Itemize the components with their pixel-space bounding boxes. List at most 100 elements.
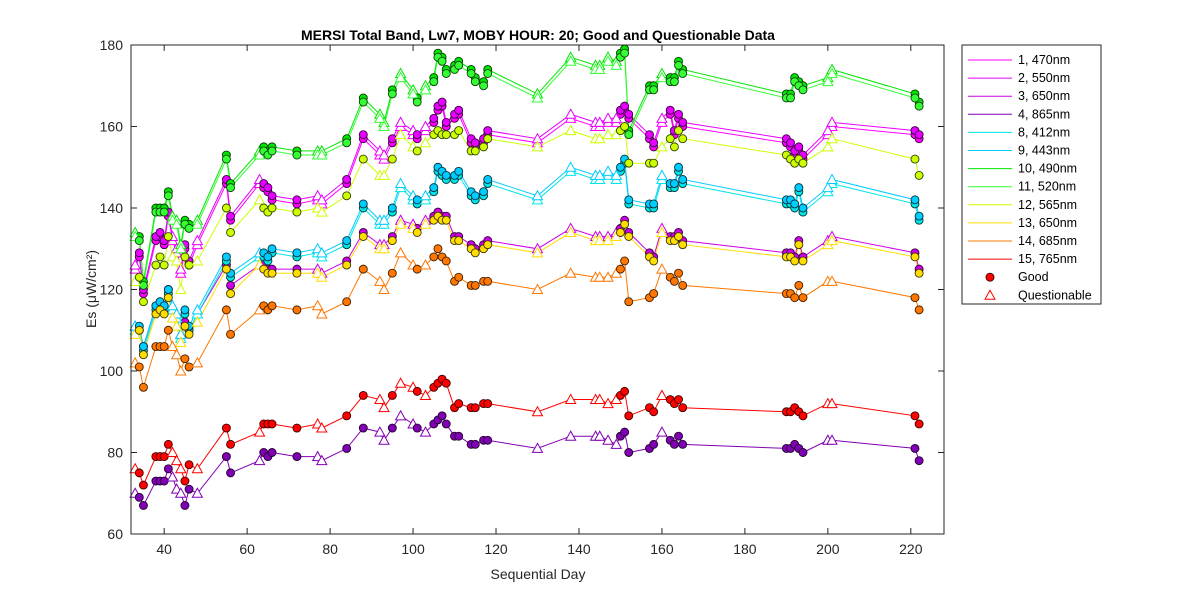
good-point [292,248,302,258]
good-point [267,268,277,278]
questionable-point [394,116,407,127]
good-point [470,248,480,258]
good-point [470,403,480,413]
legend-label-5: 9, 443nm [1018,144,1070,158]
questionable-point [419,120,432,131]
good-point [180,501,190,510]
questionable-point [656,169,668,180]
questionable-point [602,434,614,445]
questionable-point [610,59,623,70]
questionable-point [174,487,187,498]
legend-label-4: 8, 412nm [1018,125,1070,139]
good-point [138,480,148,490]
questionable-point [315,307,328,319]
questionable-point [593,132,606,144]
y-tick-label: 100 [100,363,124,379]
x-tick-label: 220 [899,541,923,557]
questionable-point [826,234,838,246]
good-point [221,423,231,433]
good-point [674,232,683,241]
questionable-point [394,377,407,388]
good-point [159,342,169,351]
questionable-point [394,218,407,229]
questionable-point [822,75,834,87]
good-point [437,56,447,66]
y-axis: 60 80 100 120 140 160 180 [100,37,944,542]
good-point [292,207,302,217]
good-point [441,130,451,140]
good-point [180,252,190,262]
questionable-point [191,316,204,327]
good-point [441,117,451,127]
series-markers-9 [129,211,924,360]
good-point [134,325,144,335]
good-point [483,276,493,286]
questionable-point [826,116,838,127]
questionable-point [170,218,183,229]
good-point [134,272,144,282]
good-point [138,501,148,510]
good-point [665,134,675,144]
good-point [151,260,161,270]
good-point [798,293,808,303]
good-point [794,280,804,290]
questionable-point [315,454,328,466]
good-point [678,403,688,413]
good-point [159,260,169,270]
x-tick-label: 60 [239,541,255,557]
questionable-point [826,173,838,184]
good-point [669,276,679,286]
legend-good-marker [985,272,995,282]
questionable-point [564,226,577,237]
questionable-point [593,169,606,180]
questionable-point [656,226,668,237]
good-point [483,175,493,184]
questionable-point [378,214,390,225]
questionable-point [564,161,577,172]
y-tick-label: 60 [107,526,123,542]
questionable-point [826,397,838,409]
marker-layer [129,44,924,510]
questionable-point [531,189,544,201]
good-point [387,268,397,278]
good-point [441,419,451,429]
good-point [674,395,683,404]
good-point [155,227,165,237]
questionable-point [564,267,577,278]
good-point [479,142,489,152]
good-point [483,435,493,445]
good-point [163,191,173,201]
legend-label-9: 13, 650nm [1018,216,1077,230]
good-point [470,191,480,201]
good-point [226,227,236,237]
good-point [342,191,352,201]
good-point [470,280,480,290]
questionable-point [564,124,577,136]
good-point [914,211,924,221]
good-point [226,329,236,339]
questionable-point [378,120,390,131]
questionable-point [170,254,183,266]
good-point [649,138,659,148]
good-point [914,419,924,429]
good-point [429,77,439,87]
good-point [292,150,302,160]
good-point [226,211,236,221]
questionable-point [656,140,668,152]
questionable-point [822,181,834,193]
good-point [470,138,480,148]
questionable-point [315,148,328,160]
questionable-point [531,283,544,294]
good-point [226,280,236,290]
good-point [914,456,924,466]
good-point [483,399,493,409]
questionable-point [610,169,623,180]
good-point [678,69,688,78]
good-point [437,97,447,107]
questionable-point [170,454,183,466]
good-point [163,232,173,241]
good-point [620,122,630,131]
good-point [454,126,464,136]
good-point [292,305,302,315]
legend-label-7: 11, 520nm [1018,180,1076,194]
